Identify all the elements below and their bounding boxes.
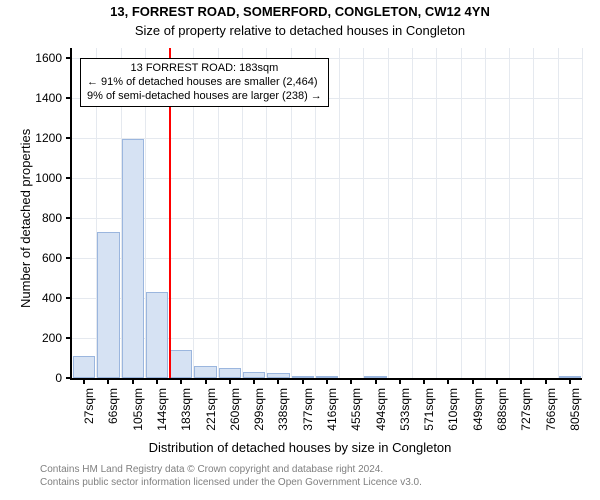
xtick-mark — [253, 378, 255, 384]
xtick-label: 416sqm — [325, 388, 339, 431]
bar — [194, 366, 216, 378]
annotation-line: 9% of semi-detached houses are larger (2… — [87, 90, 322, 104]
xtick-mark — [423, 378, 425, 384]
x-axis-label: Distribution of detached houses by size … — [0, 440, 600, 455]
xtick-mark — [350, 378, 352, 384]
xtick-label: 727sqm — [519, 388, 533, 431]
gridline-v — [436, 48, 437, 378]
ytick-label: 1200 — [35, 131, 72, 145]
xtick-mark — [496, 378, 498, 384]
footer-line: Contains HM Land Registry data © Crown c… — [40, 464, 422, 477]
xtick-mark — [569, 378, 571, 384]
xtick-mark — [205, 378, 207, 384]
bar — [73, 356, 95, 378]
xtick-mark — [229, 378, 231, 384]
bar — [146, 292, 168, 378]
gridline-v — [558, 48, 559, 378]
gridline-v — [363, 48, 364, 378]
xtick-mark — [545, 378, 547, 384]
chart-title-line2: Size of property relative to detached ho… — [0, 23, 600, 38]
xtick-label: 494sqm — [374, 388, 388, 431]
gridline-h — [72, 258, 582, 259]
gridline-v — [533, 48, 534, 378]
annotation-box: 13 FORREST ROAD: 183sqm← 91% of detached… — [80, 58, 329, 107]
xtick-mark — [520, 378, 522, 384]
ytick-label: 400 — [42, 291, 72, 305]
annotation-line: 13 FORREST ROAD: 183sqm — [87, 62, 322, 76]
xtick-mark — [83, 378, 85, 384]
xtick-mark — [180, 378, 182, 384]
ytick-label: 1600 — [35, 51, 72, 65]
xtick-label: 260sqm — [228, 388, 242, 431]
xtick-label: 610sqm — [446, 388, 460, 431]
xtick-mark — [132, 378, 134, 384]
xtick-label: 455sqm — [349, 388, 363, 431]
chart-title-line1: 13, FORREST ROAD, SOMERFORD, CONGLETON, … — [0, 4, 600, 19]
bar — [97, 232, 119, 378]
xtick-mark — [472, 378, 474, 384]
gridline-v — [412, 48, 413, 378]
ytick-label: 1000 — [35, 171, 72, 185]
xtick-mark — [399, 378, 401, 384]
xtick-label: 649sqm — [471, 388, 485, 431]
ytick-label: 200 — [42, 331, 72, 345]
gridline-h — [72, 178, 582, 179]
gridline-h — [72, 138, 582, 139]
xtick-label: 571sqm — [422, 388, 436, 431]
gridline-v — [388, 48, 389, 378]
xtick-label: 805sqm — [568, 388, 582, 431]
gridline-v — [582, 48, 583, 378]
xtick-label: 183sqm — [179, 388, 193, 431]
xtick-label: 144sqm — [155, 388, 169, 431]
xtick-mark — [326, 378, 328, 384]
gridline-v — [461, 48, 462, 378]
bar — [122, 139, 144, 378]
bar — [219, 368, 241, 378]
ytick-label: 0 — [55, 371, 72, 385]
ytick-label: 1400 — [35, 91, 72, 105]
xtick-label: 299sqm — [252, 388, 266, 431]
xtick-mark — [277, 378, 279, 384]
ytick-label: 800 — [42, 211, 72, 225]
xtick-label: 66sqm — [106, 388, 120, 424]
xtick-label: 377sqm — [301, 388, 315, 431]
xtick-mark — [302, 378, 304, 384]
footer-line: Contains public sector information licen… — [40, 477, 422, 490]
gridline-v — [485, 48, 486, 378]
ytick-label: 600 — [42, 251, 72, 265]
gridline-v — [509, 48, 510, 378]
xtick-mark — [375, 378, 377, 384]
xtick-mark — [156, 378, 158, 384]
annotation-line: ← 91% of detached houses are smaller (2,… — [87, 76, 322, 90]
gridline-h — [72, 218, 582, 219]
xtick-label: 688sqm — [495, 388, 509, 431]
xtick-label: 221sqm — [204, 388, 218, 431]
xtick-label: 338sqm — [276, 388, 290, 431]
gridline-v — [339, 48, 340, 378]
bar — [170, 350, 192, 378]
footer-attribution: Contains HM Land Registry data © Crown c… — [40, 464, 422, 489]
xtick-mark — [107, 378, 109, 384]
xtick-label: 533sqm — [398, 388, 412, 431]
xtick-mark — [447, 378, 449, 384]
xtick-label: 105sqm — [131, 388, 145, 431]
xtick-label: 766sqm — [544, 388, 558, 431]
y-axis-label: Number of detached properties — [18, 129, 33, 308]
xtick-label: 27sqm — [82, 388, 96, 424]
